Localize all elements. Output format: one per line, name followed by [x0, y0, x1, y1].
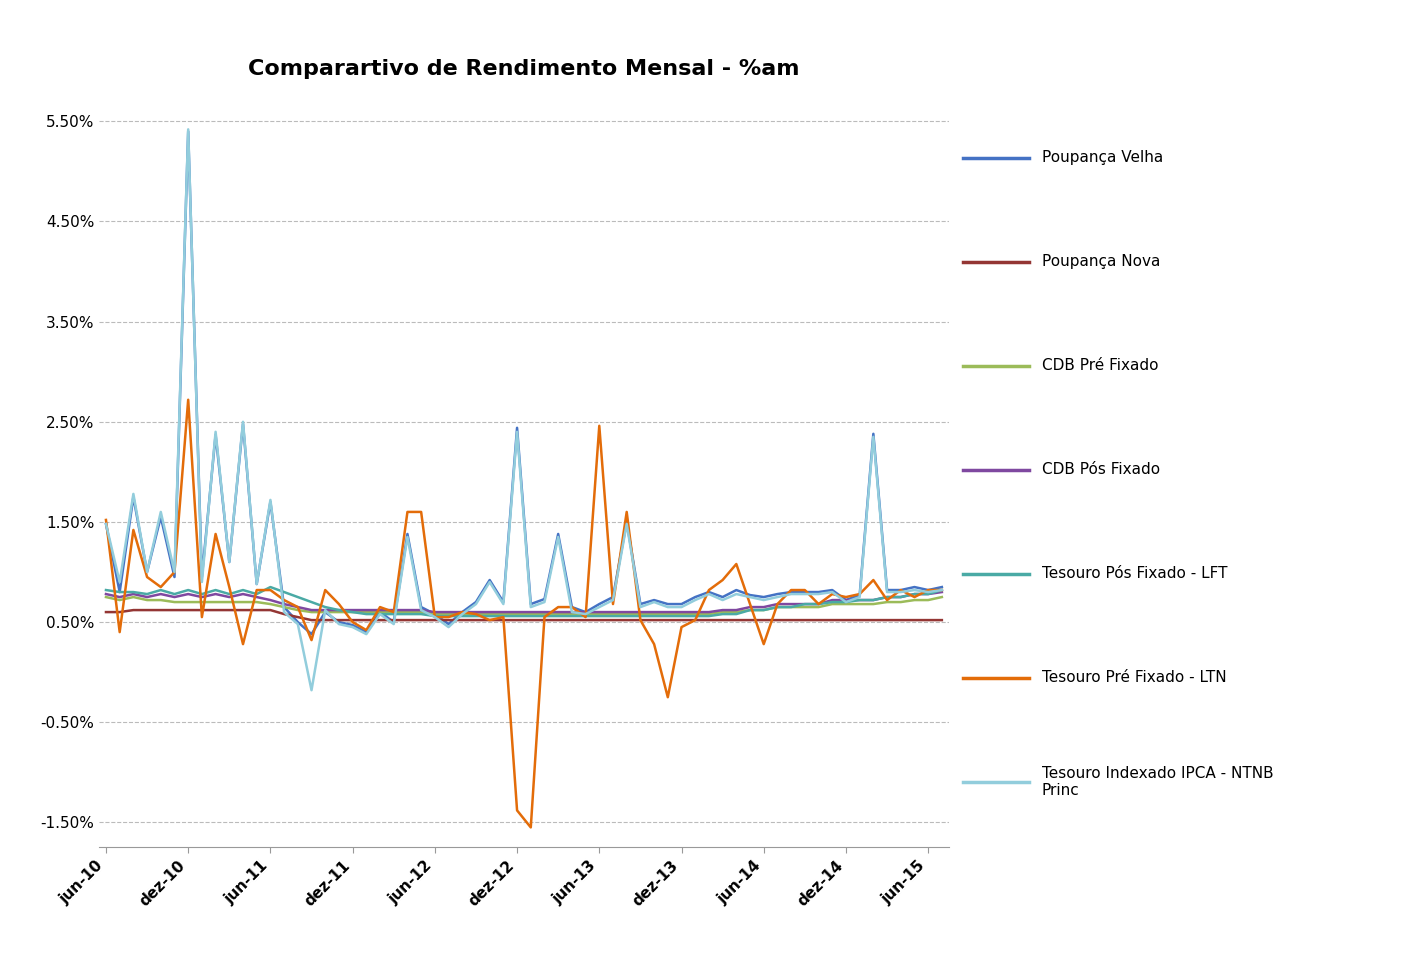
Tesouro Pós Fixado - LFT	[426, 611, 443, 622]
CDB Pós Fixado	[166, 591, 183, 603]
Tesouro Indexado IPCA - NTNB
Princ	[98, 518, 115, 530]
Tesouro Pós Fixado - LFT	[933, 585, 950, 596]
Tesouro Pré Fixado - LTN	[330, 598, 347, 610]
CDB Pré Fixado	[933, 591, 950, 603]
Text: CDB Pré Fixado: CDB Pré Fixado	[1042, 358, 1158, 374]
Tesouro Pós Fixado - LFT	[851, 594, 868, 606]
CDB Pós Fixado	[523, 607, 539, 618]
CDB Pré Fixado	[262, 598, 279, 610]
Text: CDB Pós Fixado: CDB Pós Fixado	[1042, 462, 1160, 478]
Poupança Nova	[303, 614, 320, 626]
Tesouro Pós Fixado - LFT	[166, 588, 183, 600]
Tesouro Indexado IPCA - NTNB
Princ	[632, 601, 649, 612]
Poupança Velha	[276, 601, 293, 612]
Tesouro Pré Fixado - LTN	[523, 821, 539, 833]
Tesouro Indexado IPCA - NTNB
Princ	[344, 621, 361, 633]
Tesouro Pré Fixado - LTN	[98, 514, 115, 526]
Line: CDB Pós Fixado: CDB Pós Fixado	[106, 592, 942, 612]
Poupança Nova	[125, 605, 142, 616]
Poupança Velha	[303, 628, 320, 639]
Poupança Nova	[632, 614, 649, 626]
CDB Pré Fixado	[523, 609, 539, 620]
CDB Pré Fixado	[166, 596, 183, 608]
Poupança Nova	[537, 614, 554, 626]
Poupança Velha	[851, 589, 868, 601]
Text: Tesouro Indexado IPCA - NTNB
Princ: Tesouro Indexado IPCA - NTNB Princ	[1042, 766, 1273, 798]
Text: Poupança Nova: Poupança Nova	[1042, 254, 1160, 270]
CDB Pré Fixado	[426, 609, 443, 620]
Tesouro Indexado IPCA - NTNB
Princ	[537, 596, 554, 608]
Poupança Nova	[933, 614, 950, 626]
Tesouro Pós Fixado - LFT	[98, 585, 115, 596]
Line: Tesouro Pré Fixado - LTN: Tesouro Pré Fixado - LTN	[106, 400, 942, 827]
CDB Pré Fixado	[619, 609, 636, 620]
Tesouro Pós Fixado - LFT	[330, 605, 347, 616]
Text: Poupança Velha: Poupança Velha	[1042, 150, 1163, 166]
Tesouro Indexado IPCA - NTNB
Princ	[166, 566, 183, 578]
Line: Tesouro Indexado IPCA - NTNB
Princ: Tesouro Indexado IPCA - NTNB Princ	[106, 129, 942, 690]
CDB Pós Fixado	[317, 605, 334, 616]
Poupança Velha	[98, 518, 115, 530]
Line: Poupança Velha: Poupança Velha	[106, 131, 942, 634]
Poupança Velha	[166, 571, 183, 583]
Poupança Velha	[180, 125, 197, 137]
CDB Pós Fixado	[933, 586, 950, 598]
Line: Tesouro Pós Fixado - LFT: Tesouro Pós Fixado - LFT	[106, 587, 942, 616]
Tesouro Pós Fixado - LFT	[632, 611, 649, 622]
CDB Pré Fixado	[837, 598, 854, 610]
Poupança Velha	[632, 598, 649, 610]
Tesouro Pré Fixado - LTN	[933, 585, 950, 596]
Poupança Nova	[851, 614, 868, 626]
Poupança Velha	[933, 582, 950, 593]
Line: Poupança Nova: Poupança Nova	[106, 611, 942, 620]
Tesouro Pós Fixado - LFT	[537, 611, 554, 622]
Tesouro Pré Fixado - LTN	[537, 612, 554, 623]
Tesouro Indexado IPCA - NTNB
Princ	[303, 685, 320, 696]
Poupança Nova	[344, 614, 361, 626]
Tesouro Indexado IPCA - NTNB
Princ	[851, 591, 868, 603]
Poupança Velha	[537, 593, 554, 605]
Tesouro Pré Fixado - LTN	[276, 594, 293, 606]
CDB Pós Fixado	[619, 607, 636, 618]
CDB Pós Fixado	[426, 607, 443, 618]
Tesouro Indexado IPCA - NTNB
Princ	[933, 585, 950, 596]
Poupança Velha	[344, 619, 361, 631]
CDB Pré Fixado	[317, 607, 334, 618]
Tesouro Indexado IPCA - NTNB
Princ	[180, 123, 197, 135]
Text: Tesouro Pré Fixado - LTN: Tesouro Pré Fixado - LTN	[1042, 670, 1226, 686]
Tesouro Pré Fixado - LTN	[632, 614, 649, 626]
Tesouro Pós Fixado - LFT	[262, 582, 279, 593]
CDB Pré Fixado	[98, 591, 115, 603]
Tesouro Pré Fixado - LTN	[851, 588, 868, 600]
CDB Pós Fixado	[98, 588, 115, 600]
Line: CDB Pré Fixado: CDB Pré Fixado	[106, 597, 942, 614]
Poupança Nova	[180, 605, 197, 616]
Text: Tesouro Pós Fixado - LFT: Tesouro Pós Fixado - LFT	[1042, 566, 1228, 582]
Tesouro Pré Fixado - LTN	[166, 566, 183, 578]
Tesouro Pré Fixado - LTN	[180, 394, 197, 405]
CDB Pós Fixado	[262, 594, 279, 606]
CDB Pós Fixado	[837, 594, 854, 606]
Tesouro Pós Fixado - LFT	[276, 586, 293, 598]
Poupança Nova	[98, 607, 115, 618]
Title: Comparartivo de Rendimento Mensal - %am: Comparartivo de Rendimento Mensal - %am	[248, 60, 800, 80]
Tesouro Indexado IPCA - NTNB
Princ	[276, 607, 293, 618]
Poupança Nova	[276, 609, 293, 620]
